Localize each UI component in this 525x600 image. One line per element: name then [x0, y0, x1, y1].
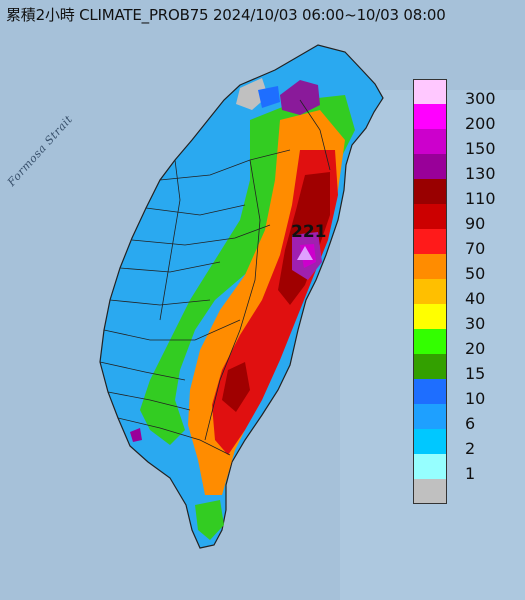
legend-label: 20 [465, 339, 486, 358]
legend-swatch [413, 104, 447, 129]
rainfall-legend: 300 200 150 130 110 90 70 50 40 30 20 15 10 6 2 1 [413, 79, 506, 504]
legend-row: 10 [413, 379, 506, 408]
legend-swatch [413, 229, 447, 254]
legend-swatch [413, 254, 447, 279]
legend-label: 30 [465, 314, 486, 333]
legend-row: 300 [413, 79, 506, 108]
legend-label: 110 [465, 189, 496, 208]
legend-label: 15 [465, 364, 486, 383]
legend-label: 70 [465, 239, 486, 258]
legend-label: 200 [465, 114, 496, 133]
legend-swatch [413, 404, 447, 429]
southern-tip-green [195, 500, 224, 540]
dark-red-south [222, 362, 250, 412]
legend-label: 150 [465, 139, 496, 158]
legend-row: 70 [413, 229, 506, 258]
legend-label: 1 [465, 464, 476, 483]
legend-row: 50 [413, 254, 506, 283]
legend-row: 6 [413, 404, 506, 433]
peak-marker-icon [297, 246, 313, 260]
northern-low-rain-zone [236, 78, 268, 110]
legend-row: 200 [413, 104, 506, 133]
legend-row: 2 [413, 429, 506, 458]
legend-swatch [413, 304, 447, 329]
legend-label: 40 [465, 289, 486, 308]
legend-row: 150 [413, 129, 506, 158]
legend-label: 10 [465, 389, 486, 408]
southwest-purple-spot [130, 428, 142, 442]
legend-swatch [413, 179, 447, 204]
legend-row: 20 [413, 329, 506, 358]
legend-label: 50 [465, 264, 486, 283]
map-title: 累積2小時 CLIMATE_PROB75 2024/10/03 06:00~10… [6, 6, 446, 24]
legend-label: 130 [465, 164, 496, 183]
legend-row: 90 [413, 204, 506, 233]
legend-row: 110 [413, 179, 506, 208]
legend-swatch [413, 154, 447, 179]
legend-row: 1 [413, 454, 506, 483]
legend-swatch [413, 129, 447, 154]
admin-boundaries [99, 99, 331, 456]
legend-label: 90 [465, 214, 486, 233]
legend-label: 2 [465, 439, 476, 458]
legend-swatch [413, 79, 447, 104]
legend-swatch [413, 379, 447, 404]
legend-row: 40 [413, 279, 506, 308]
legend-swatch [413, 204, 447, 229]
legend-row: 130 [413, 154, 506, 183]
legend-swatch [413, 329, 447, 354]
northern-purple-patches [280, 80, 320, 115]
northern-blue-patches [258, 86, 280, 108]
legend-swatch [413, 354, 447, 379]
legend-row: 15 [413, 354, 506, 383]
legend-swatch [413, 454, 447, 479]
legend-row [413, 479, 506, 504]
legend-label: 6 [465, 414, 476, 433]
legend-swatch [413, 279, 447, 304]
legend-swatch [413, 429, 447, 454]
legend-row: 30 [413, 304, 506, 333]
legend-label: 300 [465, 89, 496, 108]
peak-value-label: 221 [291, 222, 327, 242]
legend-swatch [413, 479, 447, 504]
